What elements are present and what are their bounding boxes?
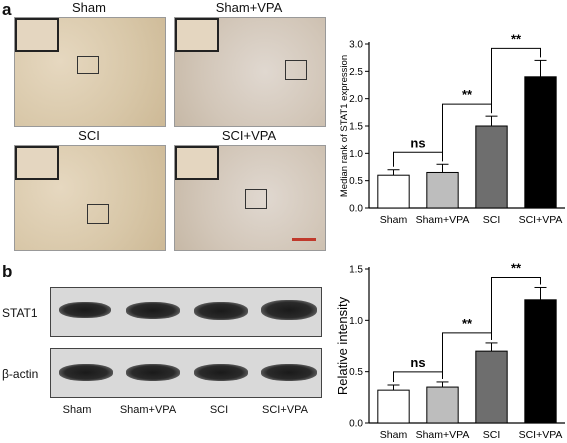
bar <box>426 386 459 424</box>
x-tick-label: Sham <box>380 429 408 441</box>
blot-band <box>126 302 180 319</box>
micrograph-inset <box>15 146 59 180</box>
y-tick-label: 2.5 <box>349 67 363 78</box>
y-tick-label: 0.5 <box>349 367 363 378</box>
blot-band <box>194 302 248 320</box>
blot-strip-stat1 <box>50 287 322 337</box>
y-axis-label: Relative intensity <box>335 296 350 395</box>
lane-label-sci: SCI <box>209 404 229 416</box>
micrograph-inset <box>175 146 219 180</box>
blot-band <box>261 364 317 381</box>
panel-letter-b: b <box>2 262 13 281</box>
x-tick-label: SCI+VPA <box>519 429 563 441</box>
y-tick-label: 0.0 <box>349 419 363 430</box>
blot-row-label-actin: β-actin <box>2 367 39 381</box>
y-tick-label: 3.0 <box>349 40 363 51</box>
bar-chart-relative-intensity: Relative intensity 0.0 0.5 1.0 1.5 Sham Sham+V… <box>335 260 565 441</box>
zoom-region-box <box>77 56 99 74</box>
micrograph-sci <box>14 145 166 251</box>
micrograph-inset <box>15 18 59 52</box>
significance-label: ** <box>462 87 473 102</box>
zoom-region-box <box>87 204 109 224</box>
bar <box>524 76 557 209</box>
micrograph-label-sham-vpa: Sham+VPA <box>215 0 283 15</box>
lane-label-sham-vpa: Sham+VPA <box>119 404 177 416</box>
x-tick-label: SCI+VPA <box>519 214 563 226</box>
y-tick-label: 0.5 <box>349 176 363 187</box>
blot-row-label-stat1: STAT1 <box>2 306 38 320</box>
bar <box>377 174 410 209</box>
significance-label: ns <box>410 135 425 150</box>
lane-label-sham: Sham <box>62 404 92 416</box>
y-tick-label: 1.0 <box>349 316 363 327</box>
micrograph-label-sci: SCI <box>78 128 100 143</box>
micrograph-label-sci-vpa: SCI+VPA <box>221 128 277 143</box>
micrograph-sci-vpa <box>174 145 326 251</box>
panel-letter-a: a <box>2 0 12 19</box>
scale-bar <box>292 238 316 241</box>
zoom-region-box <box>285 60 307 80</box>
bar <box>524 299 557 424</box>
y-tick-label: 1.5 <box>349 122 363 133</box>
y-tick-label: 0.0 <box>349 204 363 215</box>
blot-band <box>59 364 113 381</box>
x-tick-label: SCI <box>483 214 501 226</box>
y-axis-label: Median rank of STAT1 expression <box>339 55 350 197</box>
blot-band <box>194 364 248 381</box>
micrograph-inset <box>175 18 219 52</box>
significance-label: ns <box>410 355 425 370</box>
y-tick-label: 2.0 <box>349 94 363 105</box>
blot-band <box>261 300 317 320</box>
significance-label: ** <box>511 260 522 275</box>
blot-band <box>126 364 180 381</box>
x-tick-label: SCI <box>483 429 501 441</box>
blot-strip-actin <box>50 348 322 398</box>
bar <box>475 125 508 209</box>
bar <box>377 389 410 424</box>
x-tick-label: Sham+VPA <box>416 429 470 441</box>
significance-label: ** <box>462 316 473 331</box>
y-tick-label: 1.5 <box>349 265 363 276</box>
lane-label-sci-vpa: SCI+VPA <box>262 404 308 416</box>
x-tick-label: Sham+VPA <box>416 214 470 226</box>
micrograph-sham <box>14 17 166 127</box>
significance-bracket <box>491 47 541 114</box>
significance-bracket <box>491 276 541 340</box>
y-tick-label: 1.0 <box>349 149 363 160</box>
significance-bracket <box>393 151 443 167</box>
x-tick-label: Sham <box>380 214 408 226</box>
bar <box>475 350 508 424</box>
blot-band <box>59 302 111 318</box>
micrograph-label-sham: Sham <box>72 0 106 15</box>
bar <box>426 171 459 209</box>
zoom-region-box <box>245 189 267 209</box>
micrograph-sham-vpa <box>174 17 326 127</box>
significance-bracket <box>393 371 443 383</box>
bar-chart-stat1-median-rank: Median rank of STAT1 expression 0.0 0.5 1.0… <box>339 31 565 226</box>
significance-label: ** <box>511 31 522 46</box>
